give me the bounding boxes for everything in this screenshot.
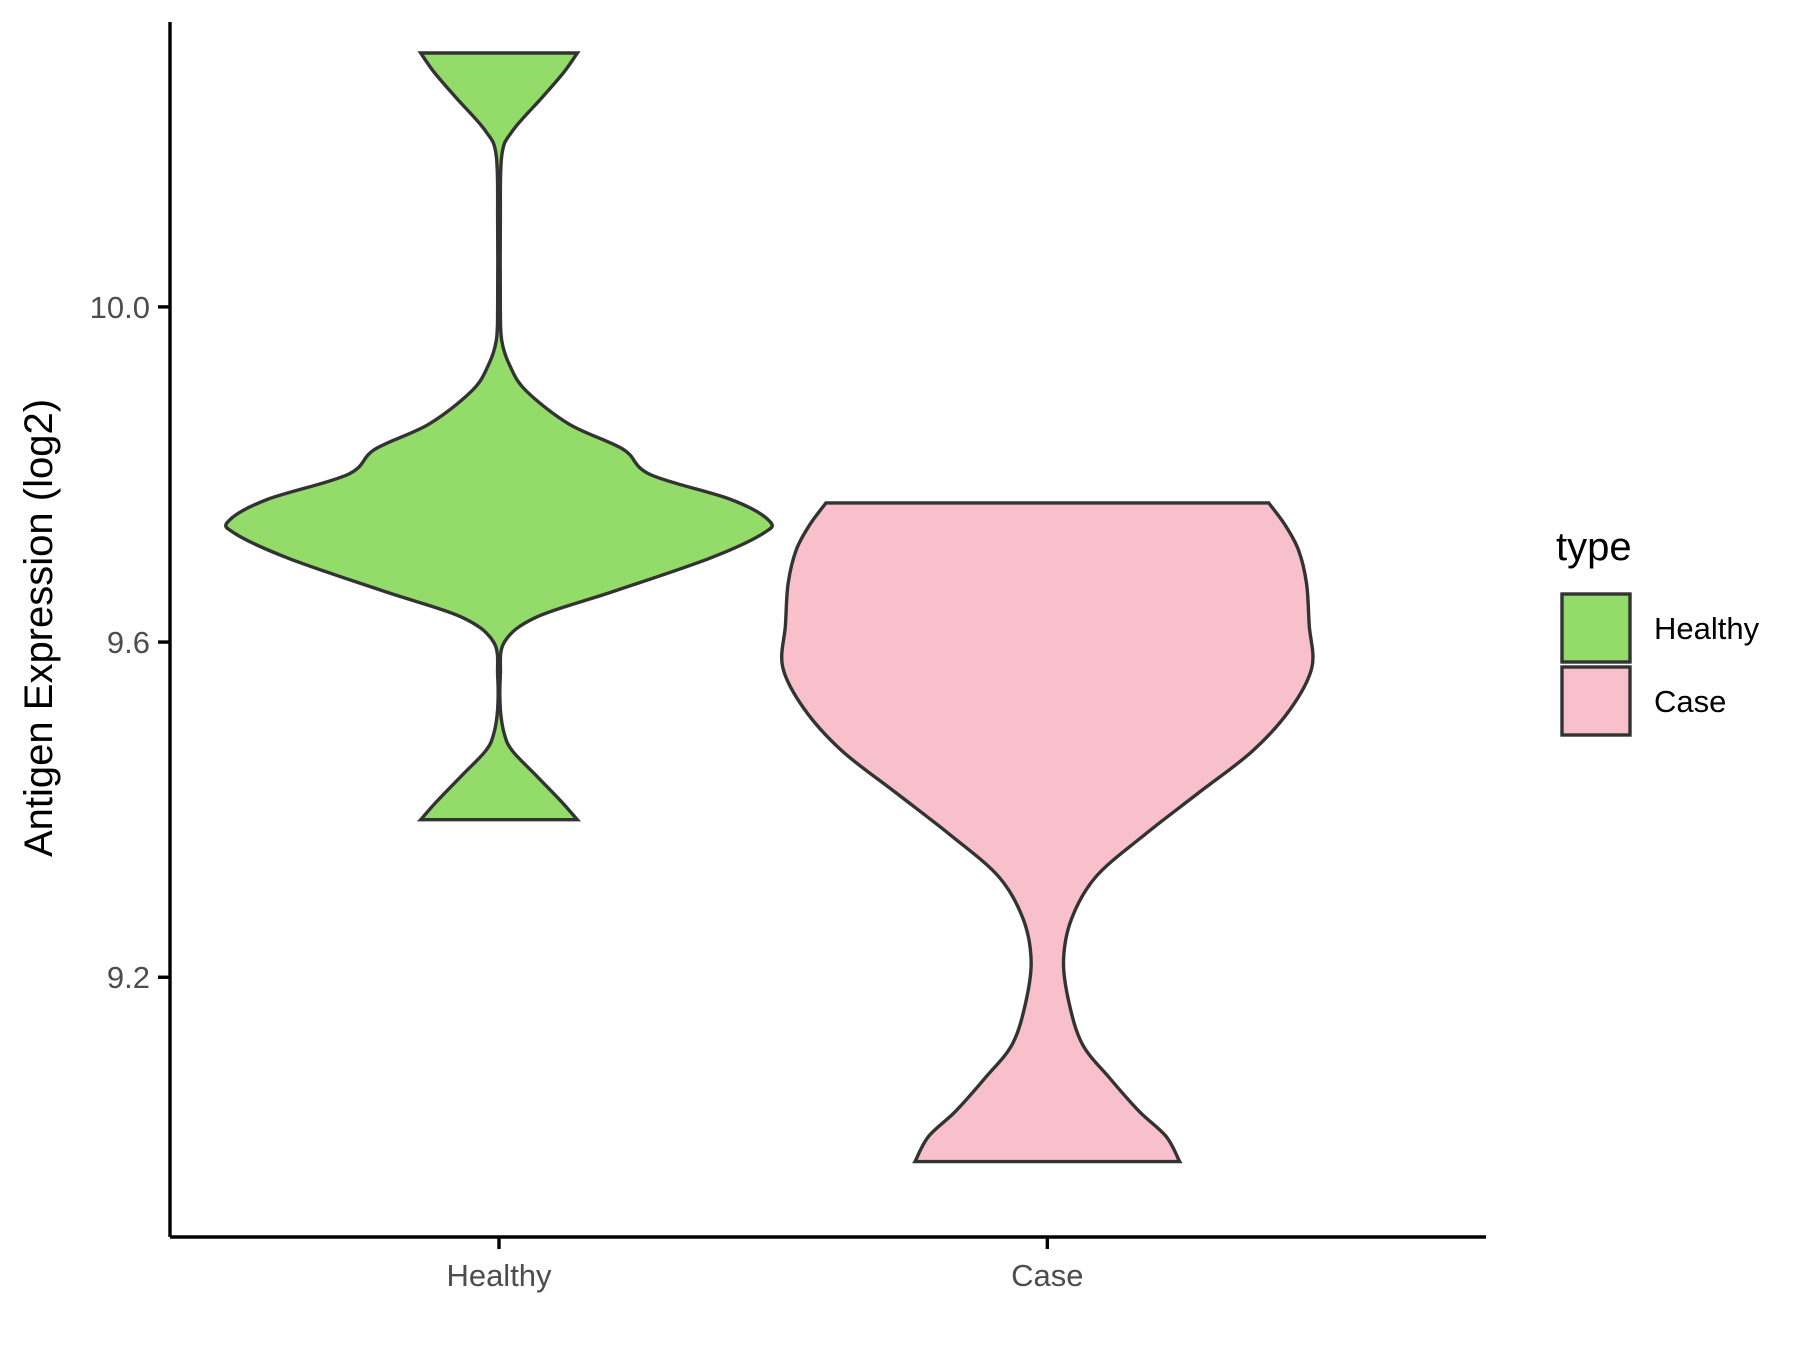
legend-label-case: Case [1654,684,1726,719]
y-tick-label: 10.0 [90,290,150,325]
legend-label-healthy: Healthy [1654,611,1760,646]
x-axis-ticks: Healthy Case [446,1237,1084,1293]
plot-area [224,51,1315,1164]
violin-case [779,501,1315,1164]
y-axis-ticks: 9.2 9.6 10.0 [90,290,170,995]
y-tick-label: 9.6 [107,625,150,660]
violin-healthy [224,51,774,822]
legend: type Healthy Case [1556,525,1760,737]
y-tick-label: 9.2 [107,960,150,995]
legend-key-case [1560,665,1632,737]
legend-title: type [1556,525,1632,569]
x-tick-label: Case [1011,1258,1083,1293]
legend-key-healthy [1560,592,1632,664]
y-axis-title: Antigen Expression (log2) [17,399,61,857]
x-tick-label: Healthy [446,1258,552,1293]
legend-items: Healthy Case [1560,592,1760,737]
